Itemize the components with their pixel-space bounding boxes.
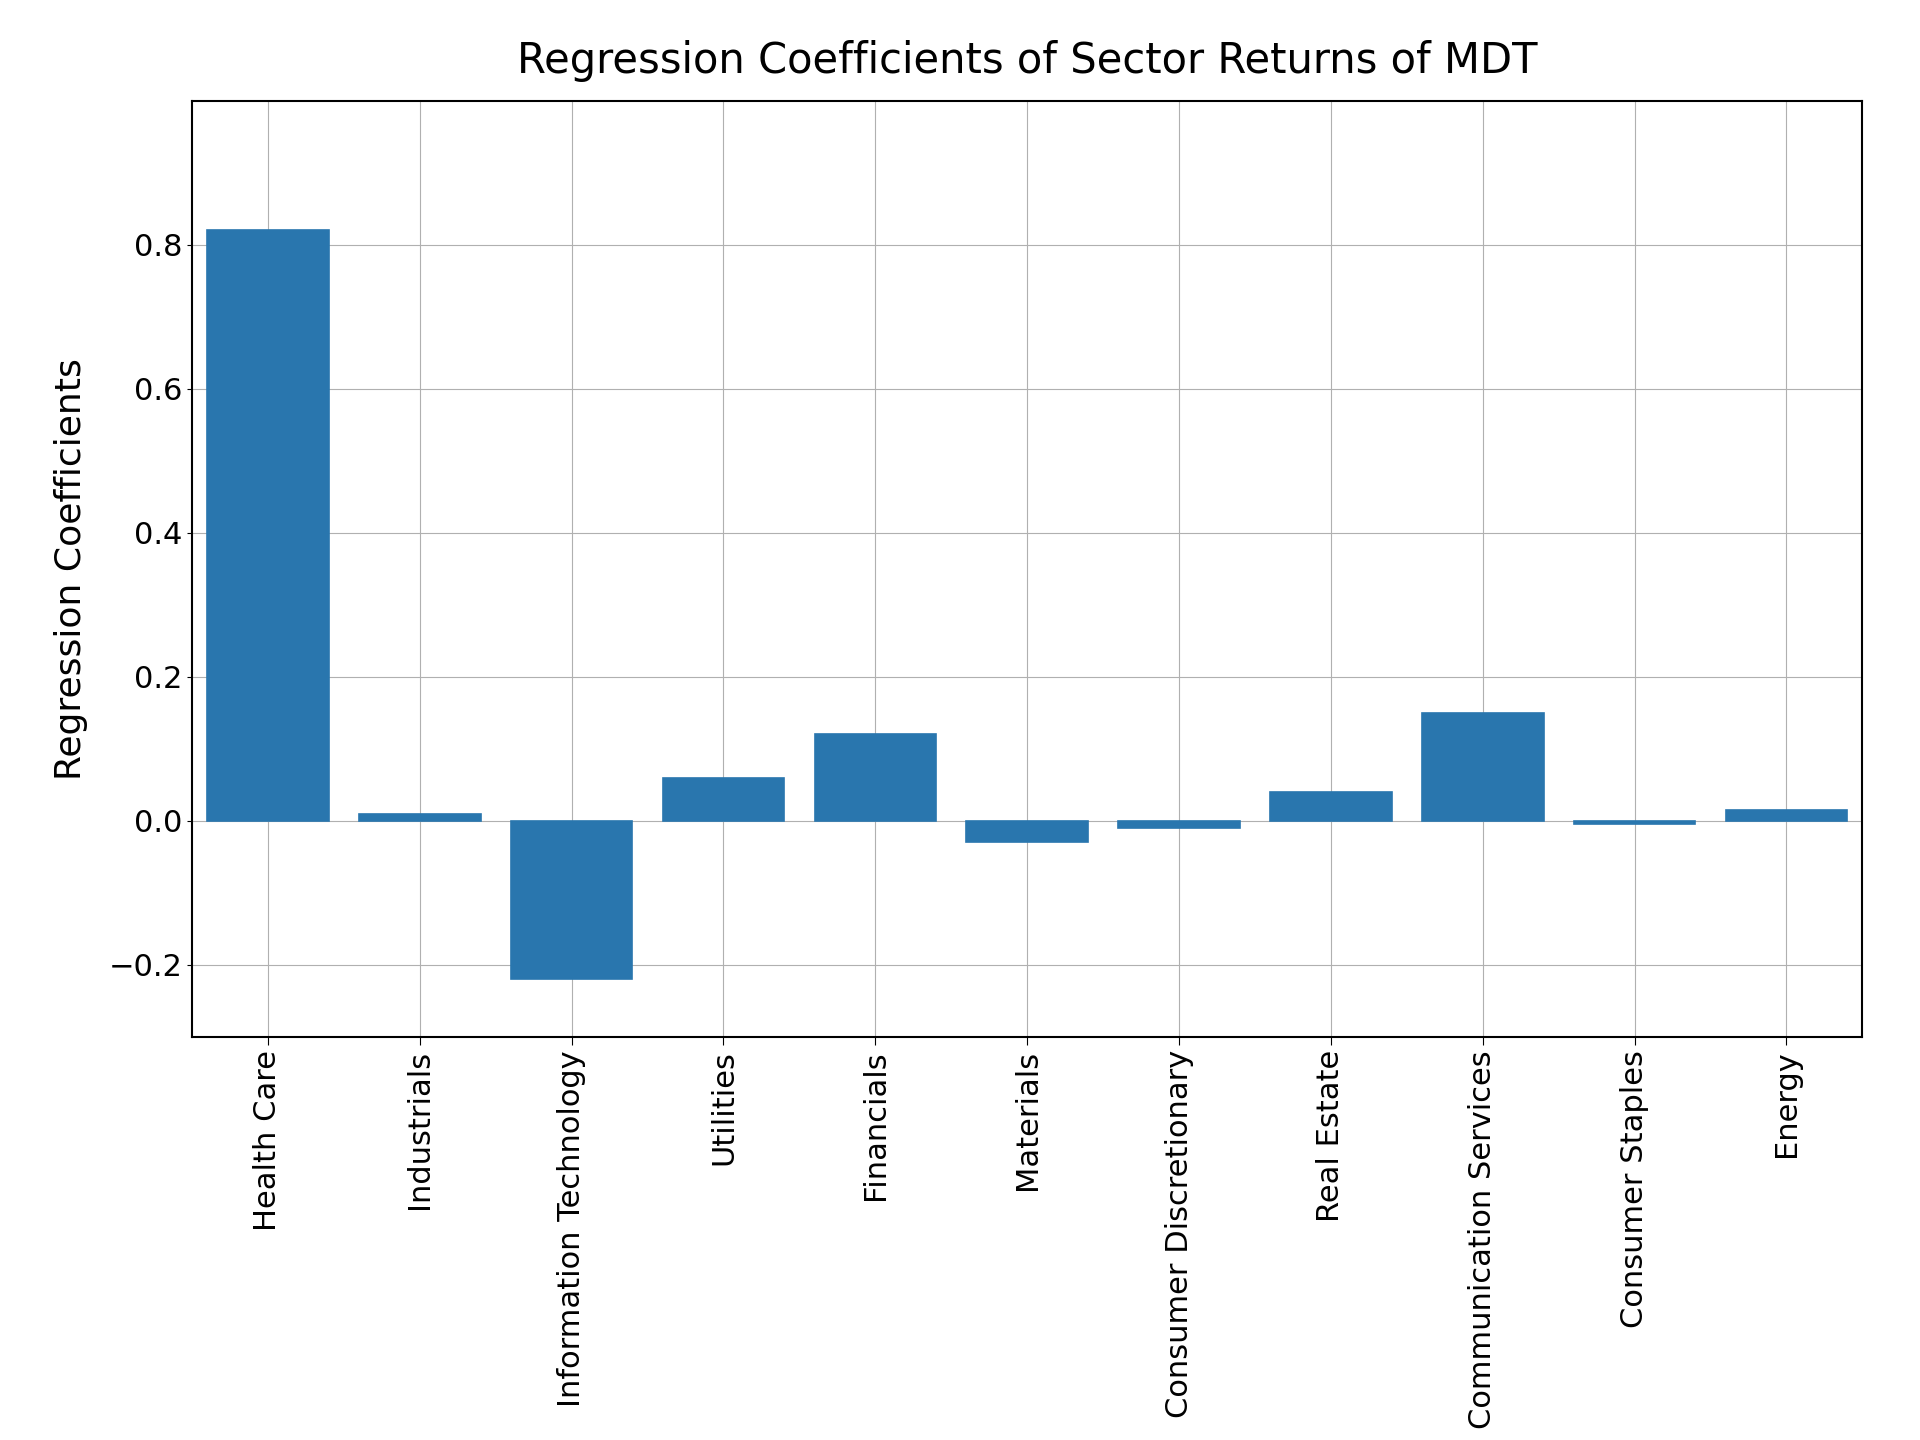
Bar — [1726, 809, 1847, 821]
Bar — [1423, 713, 1544, 821]
Bar — [511, 821, 632, 979]
Bar — [1117, 821, 1240, 828]
Bar — [359, 814, 480, 821]
Bar — [966, 821, 1089, 842]
Bar — [207, 230, 328, 821]
Bar — [1271, 792, 1392, 821]
Title: Regression Coefficients of Sector Returns of MDT: Regression Coefficients of Sector Return… — [516, 40, 1538, 82]
Bar — [662, 778, 783, 821]
Bar — [814, 734, 937, 821]
Bar — [1574, 821, 1695, 824]
Y-axis label: Regression Coefficients: Regression Coefficients — [54, 359, 88, 779]
